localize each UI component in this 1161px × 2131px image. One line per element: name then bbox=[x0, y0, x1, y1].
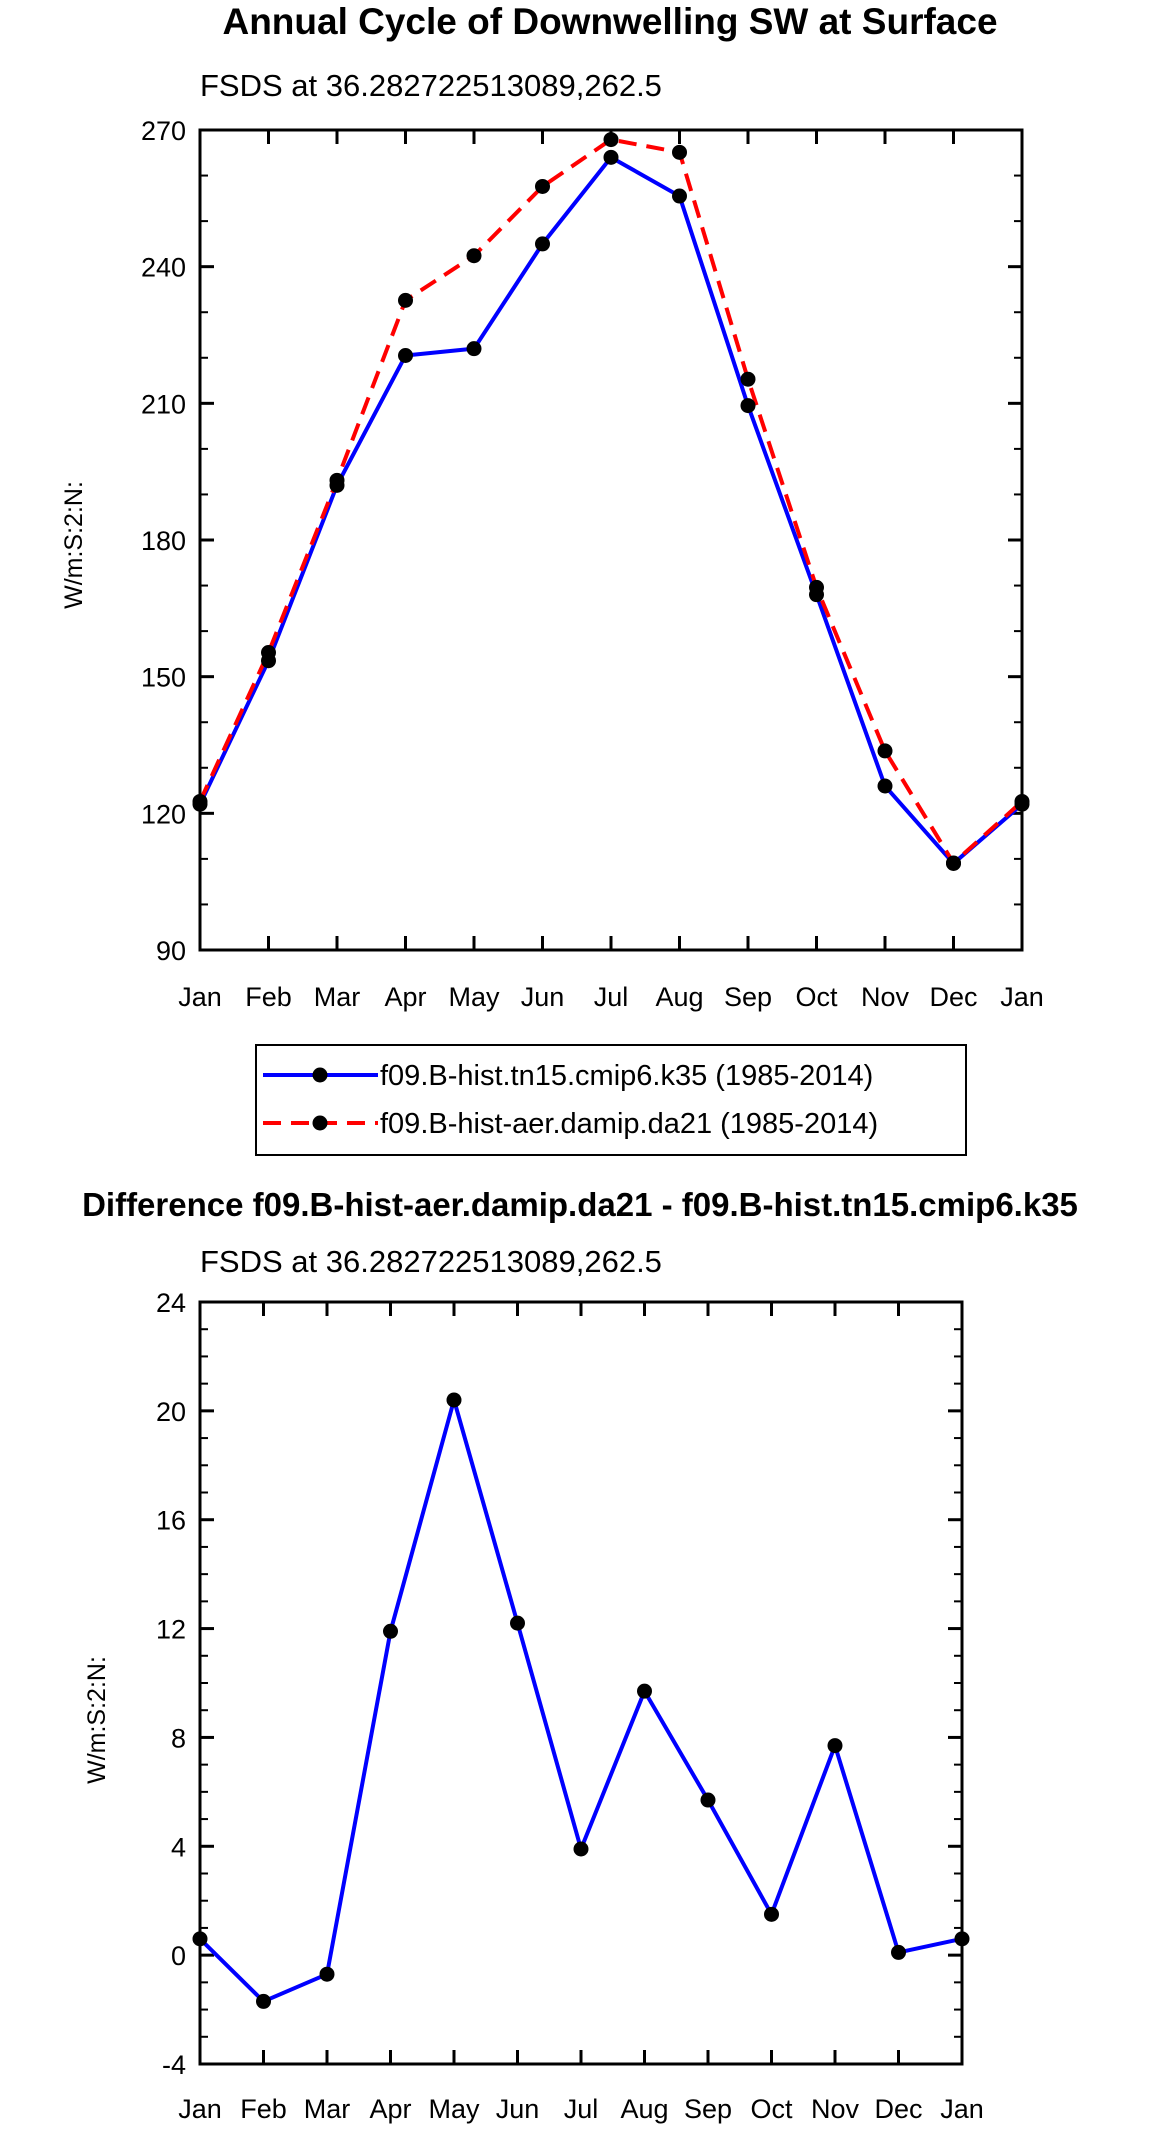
chart-1-y-tick-labels: 90 120 150 180 210 240 270 bbox=[141, 116, 186, 966]
x-tick-label: Jan bbox=[1000, 982, 1044, 1012]
data-point-series-1 bbox=[877, 778, 893, 794]
data-point-series-2 bbox=[946, 855, 961, 871]
x-tick-label: Mar bbox=[304, 2094, 351, 2124]
chart-2-y-tick-labels: -4 0 4 8 12 16 20 24 bbox=[156, 1288, 186, 2080]
y-tick-label: 210 bbox=[141, 389, 186, 419]
data-point-series-1 bbox=[466, 341, 482, 357]
chart-1-ylabel: W/m:S:2:N: bbox=[60, 481, 88, 609]
x-tick-label: Dec bbox=[874, 2094, 922, 2124]
series-line-2 bbox=[198, 137, 1024, 865]
chart-2-subtitle: FSDS at 36.282722513089,262.5 bbox=[200, 1244, 662, 1279]
x-tick-label: Nov bbox=[811, 2094, 860, 2124]
legend-frame bbox=[255, 1044, 967, 1156]
x-tick-label: Feb bbox=[245, 982, 292, 1012]
y-tick-label: 24 bbox=[156, 1288, 186, 1318]
data-point-series-1 bbox=[535, 236, 550, 252]
x-tick-label: Jul bbox=[594, 982, 629, 1012]
data-point-series-1 bbox=[573, 1841, 589, 1857]
x-tick-label: Apr bbox=[384, 982, 426, 1012]
x-tick-label: Apr bbox=[369, 2094, 411, 2124]
data-point-series-1 bbox=[827, 1738, 843, 1754]
x-tick-label: Nov bbox=[861, 982, 910, 1012]
y-tick-label: 4 bbox=[171, 1832, 186, 1862]
data-point-series-2 bbox=[466, 248, 482, 264]
data-point-series-2 bbox=[809, 579, 824, 595]
y-tick-label: -4 bbox=[162, 2050, 186, 2080]
chart-1-legend: f09.B-hist.tn15.cmip6.k35 (1985-2014) f0… bbox=[255, 1044, 967, 1156]
data-point-series-1 bbox=[256, 1993, 271, 2009]
data-point-series-1 bbox=[383, 1623, 398, 1639]
data-point-series-1 bbox=[740, 398, 756, 414]
chart-1-ticks bbox=[198, 128, 1024, 952]
y-tick-label: 20 bbox=[156, 1397, 186, 1427]
x-tick-label: Jul bbox=[564, 2094, 599, 2124]
chart-2-series bbox=[192, 1392, 970, 2009]
y-tick-label: 16 bbox=[156, 1506, 186, 1536]
chart-1-plot-frame bbox=[198, 128, 1024, 952]
x-tick-label: Jan bbox=[178, 982, 222, 1012]
y-tick-label: 240 bbox=[141, 253, 186, 283]
chart-1-x-tick-labels: Jan Feb Mar Apr May Jun Jul Aug Sep Oct Nov Dec Jan bbox=[178, 982, 1044, 1012]
data-point-series-1 bbox=[510, 1615, 525, 1631]
y-tick-label: 270 bbox=[141, 116, 186, 146]
x-tick-label: Sep bbox=[684, 2094, 732, 2124]
chart-2-title: Difference f09.B-hist-aer.damip.da21 - f… bbox=[82, 1186, 1078, 1223]
x-tick-label: Feb bbox=[240, 2094, 287, 2124]
data-point-series-1 bbox=[319, 1966, 335, 1982]
data-point-series-2 bbox=[329, 472, 345, 488]
x-tick-label: Jan bbox=[178, 2094, 222, 2124]
chart-2-ylabel: W/m:S:2:N: bbox=[83, 1656, 111, 1784]
legend-marker-blue bbox=[312, 1067, 328, 1083]
data-point-series-2 bbox=[672, 144, 687, 160]
chart-1-title: Annual Cycle of Downwelling SW at Surfac… bbox=[222, 1, 997, 42]
chart-1-series bbox=[192, 132, 1030, 871]
chart-1-subtitle: FSDS at 36.282722513089,262.5 bbox=[200, 68, 662, 103]
data-point-series-2 bbox=[261, 645, 276, 661]
chart-2-ticks bbox=[198, 1300, 964, 2066]
x-tick-label: Jun bbox=[496, 2094, 540, 2124]
x-tick-label: Aug bbox=[620, 2094, 668, 2124]
difference-chart: Difference f09.B-hist-aer.damip.da21 - f… bbox=[82, 1186, 1078, 2124]
data-point-series-1 bbox=[398, 348, 413, 363]
x-tick-label: Oct bbox=[795, 982, 838, 1012]
chart-2-x-tick-labels: Jan Feb Mar Apr May Jun Jul Aug Sep Oct Nov Dec Jan bbox=[178, 2094, 984, 2124]
data-point-series-2 bbox=[877, 743, 893, 759]
legend-label-series-2: f09.B-hist-aer.damip.da21 (1985-2014) bbox=[380, 1108, 878, 1140]
x-tick-label: Jan bbox=[940, 2094, 984, 2124]
x-tick-label: Jun bbox=[521, 982, 565, 1012]
y-tick-label: 150 bbox=[141, 663, 186, 693]
y-tick-label: 8 bbox=[171, 1723, 186, 1753]
x-tick-label: Mar bbox=[314, 982, 361, 1012]
x-tick-label: Aug bbox=[655, 982, 703, 1012]
x-tick-label: Dec bbox=[929, 982, 977, 1012]
chart-2-plot-frame bbox=[198, 1300, 964, 2066]
y-tick-label: 90 bbox=[156, 936, 186, 966]
data-point-series-2 bbox=[398, 292, 413, 308]
y-tick-label: 180 bbox=[141, 526, 186, 556]
data-point-series-1 bbox=[637, 1683, 652, 1699]
data-point-series-2 bbox=[740, 371, 756, 387]
data-point-series-1 bbox=[764, 1906, 779, 1922]
data-point-series-2 bbox=[603, 132, 619, 148]
y-tick-label: 0 bbox=[171, 1941, 186, 1971]
x-tick-label: May bbox=[448, 982, 500, 1012]
data-point-series-1 bbox=[672, 188, 687, 204]
x-tick-label: Sep bbox=[724, 982, 772, 1012]
data-point-series-1 bbox=[446, 1392, 462, 1408]
x-tick-label: Oct bbox=[750, 2094, 793, 2124]
legend-marker-red bbox=[312, 1115, 328, 1131]
data-point-series-1 bbox=[700, 1792, 716, 1808]
annual-cycle-chart: Annual Cycle of Downwelling SW at Surfac… bbox=[60, 1, 1044, 1156]
x-tick-label: May bbox=[428, 2094, 480, 2124]
data-point-series-2 bbox=[535, 178, 550, 194]
series-line-1 bbox=[198, 1397, 963, 2004]
y-tick-label: 12 bbox=[156, 1615, 186, 1645]
data-point-series-1 bbox=[603, 149, 619, 165]
data-point-series-1 bbox=[891, 1944, 906, 1960]
legend-label-series-1: f09.B-hist.tn15.cmip6.k35 (1985-2014) bbox=[380, 1060, 873, 1092]
y-tick-label: 120 bbox=[141, 799, 186, 829]
